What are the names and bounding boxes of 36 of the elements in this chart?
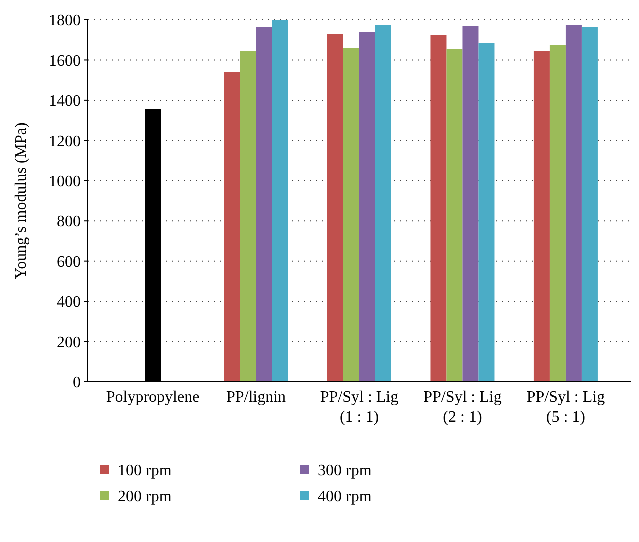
legend-label: 100 rpm [118,462,172,480]
bar [566,25,582,382]
y-tick-label: 1200 [49,133,81,150]
bar [550,45,566,382]
bar [328,34,344,382]
legend-label: 400 rpm [318,488,372,506]
bar [534,51,550,382]
bar [240,51,256,382]
x-tick-label: PP/Syl : Lig (2 : 1) [424,389,502,426]
y-tick-label: 400 [57,294,81,312]
legend-label: 200 rpm [118,488,172,506]
bar [430,35,447,382]
x-tick-label: PP/Syl : Lig (5 : 1) [526,389,606,426]
bar [376,25,392,382]
y-tick-label: 200 [57,334,81,352]
bar [256,27,272,382]
y-tick-label: 1800 [49,12,81,30]
bar [446,49,463,382]
y-tick-label: 1600 [49,52,81,70]
bar [272,20,288,382]
bar [582,27,598,382]
legend-label: 300 rpm [318,462,372,480]
y-tick-label: 600 [57,254,81,271]
y-tick-label: 0 [73,374,81,392]
x-tick-label: PP/Syl : Lig (1 : 1) [320,389,399,426]
y-axis-title: Young’s modulus (MPa) [13,122,30,280]
y-tick-label: 1000 [49,173,81,190]
x-tick-label: Polypropylene [106,389,200,406]
y-tick-label: 800 [57,214,81,231]
bar [344,48,360,382]
bar [478,43,495,382]
y-tick-label: 1400 [49,93,81,110]
bar [224,72,240,382]
bar [462,26,479,382]
bar [360,32,376,382]
x-tick-label: PP/lignin [226,389,286,406]
